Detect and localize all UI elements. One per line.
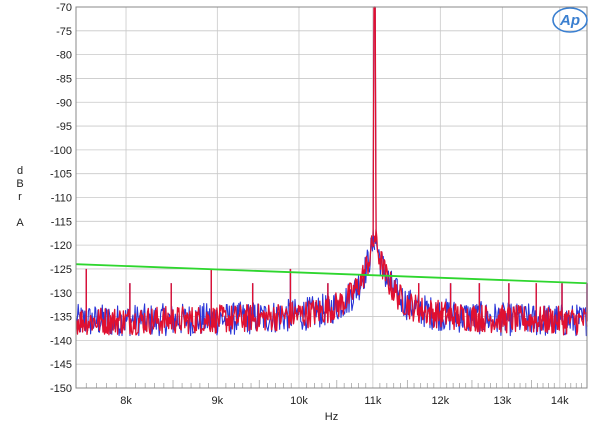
- y-tick-label: -145: [50, 359, 72, 371]
- y-tick-label: -150: [50, 383, 72, 395]
- series-green-line: [75, 263, 588, 285]
- y-tick-label: -130: [50, 288, 72, 300]
- y-axis-title-char: B: [16, 178, 23, 190]
- x-minor-ticks: [85, 380, 588, 388]
- y-tick-label: -70: [56, 2, 72, 14]
- logo-text: Ap: [559, 12, 580, 29]
- y-tick-label: -95: [56, 121, 72, 133]
- y-tick-label: -75: [56, 26, 72, 38]
- y-tick-label: -100: [50, 145, 72, 157]
- x-tick-label: 9k: [212, 395, 224, 407]
- y-tick-label: -135: [50, 312, 72, 324]
- x-axis-title: Hz: [325, 411, 338, 423]
- x-tick-label: 10k: [290, 395, 308, 407]
- plot-frame: [75, 6, 588, 389]
- y-tick-label: -90: [56, 97, 72, 109]
- y-tick-labels: -70 -75 -80 -85 -90 -95 -100 -105 -110 -115 -120 -1…: [50, 2, 72, 395]
- x-tick-labels: 8k 9k 10k 11k 12k 13k 14k: [120, 395, 569, 407]
- x-tick-label: 11k: [364, 395, 381, 407]
- logo-ring: [552, 7, 588, 33]
- x-tick-label: 8k: [120, 395, 132, 407]
- y-tick-label: -140: [50, 335, 72, 347]
- series-red-line: [75, 6, 588, 336]
- y-tick-label: -105: [50, 169, 72, 181]
- y-tick-label: -110: [51, 193, 72, 205]
- y-tick-label: -80: [56, 50, 72, 62]
- x-tick-label: 12k: [431, 395, 449, 407]
- y-axis-title-char: r: [18, 191, 22, 203]
- y-tick-label: -85: [56, 73, 72, 85]
- y-axis-title-char: A: [16, 217, 24, 229]
- series-group: [75, 6, 588, 337]
- y-axis-title-char: d: [17, 165, 23, 177]
- y-tick-label: -115: [51, 216, 72, 228]
- ap-logo: Ap: [552, 7, 588, 33]
- y-axis-title: dBr A: [16, 165, 24, 229]
- y-tick-label: -125: [50, 264, 72, 276]
- x-tick-label: 14k: [551, 395, 569, 407]
- y-tick-label: -120: [50, 240, 72, 252]
- x-tick-label: 13k: [493, 395, 511, 407]
